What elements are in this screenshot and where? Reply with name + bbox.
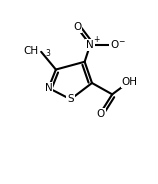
Text: 3: 3: [46, 49, 50, 59]
Text: OH: OH: [121, 77, 137, 87]
Text: O: O: [73, 22, 81, 32]
Text: O: O: [96, 109, 105, 119]
Text: N: N: [45, 83, 52, 93]
Text: N: N: [86, 40, 94, 50]
Text: +: +: [93, 35, 100, 44]
Text: O: O: [110, 40, 118, 50]
Text: S: S: [67, 94, 74, 104]
Text: −: −: [118, 37, 125, 46]
Text: CH: CH: [24, 46, 39, 56]
